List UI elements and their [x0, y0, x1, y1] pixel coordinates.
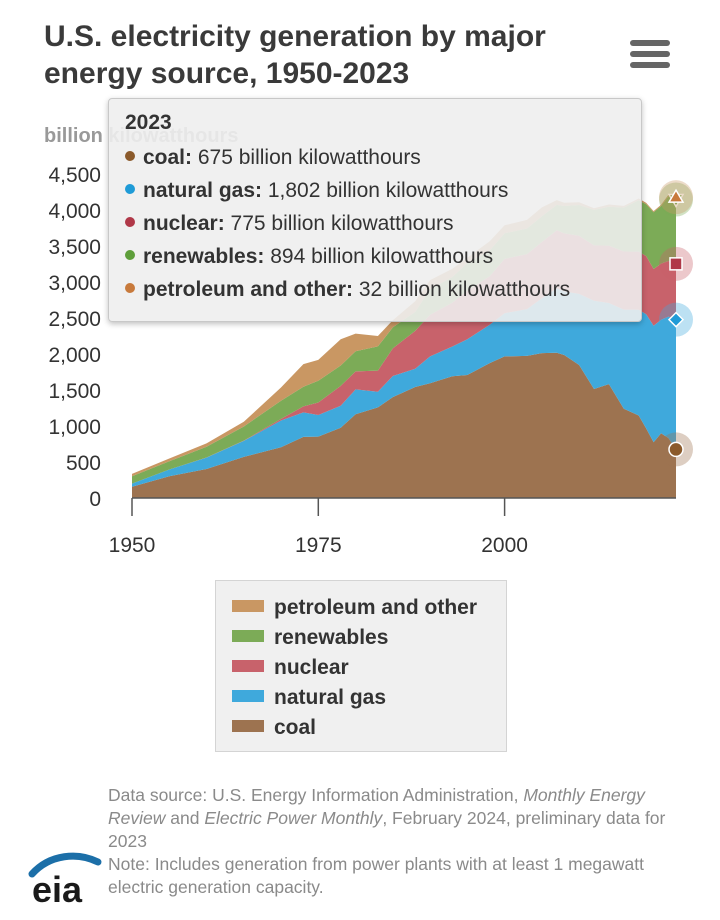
tooltip-row: petroleum and other: 32 billion kilowatt…	[125, 273, 625, 306]
area-petroleum-and-other[interactable]	[132, 194, 676, 477]
x-tick-label: 1975	[295, 534, 342, 557]
legend-item-nuclear[interactable]: nuclear	[232, 653, 490, 683]
legend-label: renewables	[274, 626, 389, 649]
y-tick-label: 1,500	[48, 380, 101, 403]
tooltip-row: nuclear: 775 billion kilowatthours	[125, 207, 625, 240]
source-and: and	[165, 808, 205, 828]
marker-natural-gas	[667, 311, 685, 328]
tooltip-series-value: 894 billion kilowatthours	[264, 245, 494, 268]
legend-label: natural gas	[274, 686, 387, 709]
tooltip-series-value: 32 billion kilowatthours	[353, 278, 571, 301]
source-publication-1: Monthly Energy Review	[108, 785, 645, 828]
chart-title: U.S. electricity generation by major ene…	[44, 20, 546, 90]
tooltip-series-name: petroleum and other:	[143, 278, 354, 301]
x-tick-label: 2000	[481, 534, 528, 557]
legend-swatch	[232, 630, 264, 642]
area-renewables[interactable]	[132, 196, 676, 484]
x-tick-label: 1950	[109, 534, 156, 557]
source-publication-2: Electric Power Monthly	[204, 808, 383, 828]
area-coal[interactable]	[132, 352, 676, 498]
hamburger-menu-icon[interactable]	[630, 40, 670, 72]
svg-text:eia: eia	[32, 869, 83, 908]
y-tick-label: 500	[66, 452, 101, 475]
note: Note: Includes generation from power pla…	[108, 854, 644, 897]
marker-petroleum-and-other	[667, 188, 685, 203]
data-source: Data source: U.S. Energy Information Adm…	[108, 784, 668, 853]
tooltip-series-name: renewables:	[143, 245, 265, 268]
series-dot-icon	[125, 151, 135, 161]
series-dot-icon	[125, 250, 135, 260]
tooltip-series-name: coal:	[143, 146, 193, 169]
legend-label: petroleum and other	[274, 596, 478, 619]
tooltip-row: natural gas: 1,802 billion kilowatthours	[125, 174, 625, 207]
tooltip-series-name: nuclear:	[143, 212, 225, 235]
legend-item-coal[interactable]: coal	[232, 713, 490, 743]
y-tick-label: 0	[89, 488, 101, 511]
tooltip-row: coal: 675 billion kilowatthours	[125, 141, 625, 174]
y-tick-label: 3,500	[48, 236, 101, 259]
footer: Data source: U.S. Energy Information Adm…	[108, 784, 668, 899]
y-tick-label: 2,000	[48, 344, 101, 367]
y-tick-label: 1,000	[48, 416, 101, 439]
y-tick-label: 2,500	[48, 308, 101, 331]
legend-label: coal	[274, 716, 317, 739]
legend-label: nuclear	[274, 656, 349, 679]
tooltip-series-value: 1,802 billion kilowatthours	[262, 179, 509, 202]
series-dot-icon	[125, 283, 135, 293]
tooltip-series-name: natural gas:	[143, 179, 263, 202]
legend-item-renewables[interactable]: renewables	[232, 623, 490, 653]
y-tick-label: 4,500	[48, 164, 101, 187]
marker-coal	[668, 441, 684, 458]
legend-swatch	[232, 720, 264, 732]
tooltip-row: renewables: 894 billion kilowatthours	[125, 240, 625, 273]
marker-nuclear	[669, 257, 683, 271]
legend-swatch	[232, 660, 264, 672]
legend: petroleum and other renewables nuclear natu…	[215, 580, 507, 752]
series-dot-icon	[125, 184, 135, 194]
legend-item-natural-gas[interactable]: natural gas	[232, 683, 490, 713]
y-tick-label: 3,000	[48, 272, 101, 295]
series-dot-icon	[125, 217, 135, 227]
eia-logo[interactable]: eia	[26, 848, 106, 908]
tooltip-year: 2023	[125, 111, 172, 134]
legend-swatch	[232, 690, 264, 702]
legend-swatch	[232, 600, 264, 612]
area-natural-gas[interactable]	[132, 288, 676, 487]
source-prefix: Data source: U.S. Energy Information Adm…	[108, 785, 524, 805]
source-suffix: , February 2024, preliminary data for 20…	[108, 808, 666, 851]
legend-item-petroleum-and-other[interactable]: petroleum and other	[232, 593, 490, 623]
tooltip-series-value: 675 billion kilowatthours	[192, 146, 421, 169]
tooltip: 2023 coal: 675 billion kilowatthours natu…	[108, 98, 642, 322]
y-tick-label: 4,000	[48, 200, 101, 223]
tooltip-series-value: 775 billion kilowatthours	[224, 212, 454, 235]
